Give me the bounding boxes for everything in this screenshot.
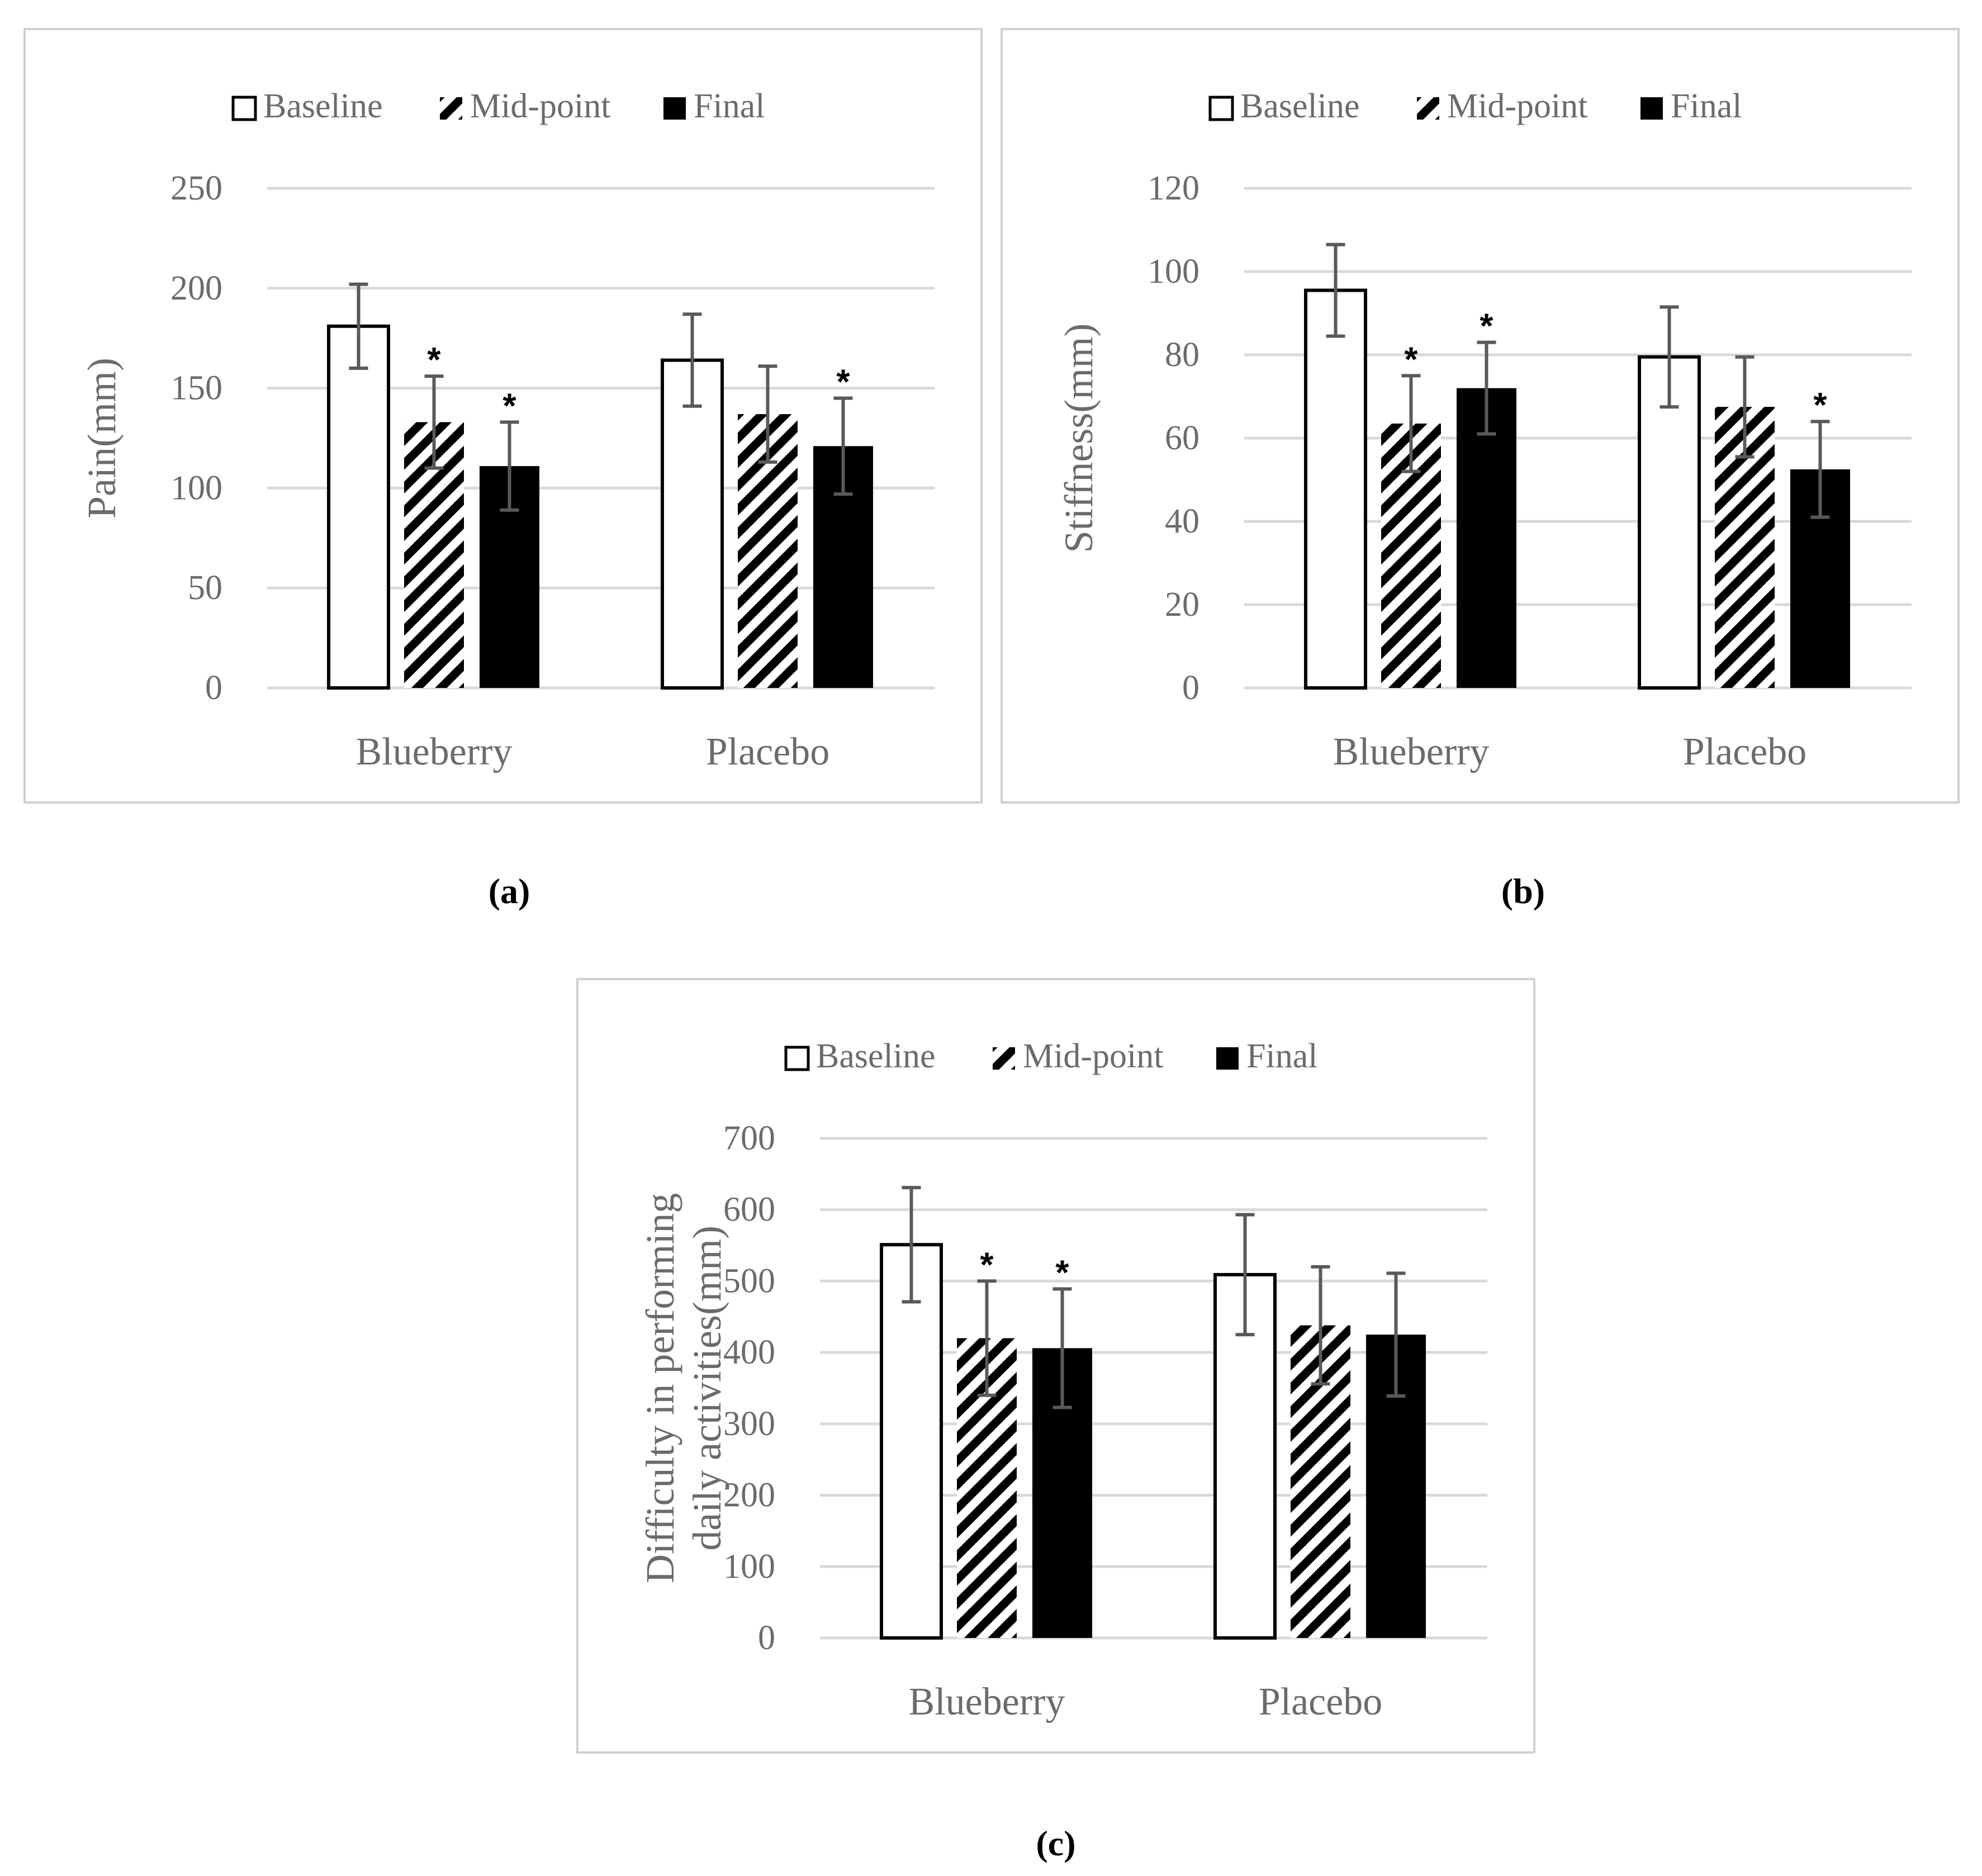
y-tick-label: 700 xyxy=(723,1119,775,1157)
y-tick-label: 500 xyxy=(723,1262,775,1300)
y-tick-label: 250 xyxy=(170,169,222,207)
series-final: * xyxy=(1032,1253,1426,1638)
legend: Baseline Mid-point Final xyxy=(1208,87,1742,125)
caption-c: (c) xyxy=(1036,1823,1076,1863)
significance-marker: * xyxy=(427,341,441,379)
series-mid-point: * xyxy=(1381,340,1775,688)
legend-item: Final xyxy=(663,87,765,125)
y-tick-label: 200 xyxy=(723,1476,775,1514)
x-category-label: Placebo xyxy=(1683,730,1807,773)
legend-item: Baseline xyxy=(231,87,383,125)
y-tick-label: 400 xyxy=(723,1333,775,1371)
legend-label: Baseline xyxy=(263,87,383,125)
y-axis-label: daily activities(mm) xyxy=(685,1226,729,1551)
series-baseline xyxy=(327,282,724,690)
legend-swatch xyxy=(440,97,462,120)
bar xyxy=(327,324,390,690)
legend-item: Mid-point xyxy=(440,87,610,125)
series-final: ** xyxy=(480,363,873,688)
legend-item: Mid-point xyxy=(993,1037,1163,1075)
x-category-label: Placebo xyxy=(706,730,830,773)
legend-label: Baseline xyxy=(816,1037,936,1075)
legend-item: Baseline xyxy=(784,1037,936,1075)
y-tick-label: 100 xyxy=(723,1547,775,1585)
x-category-label: Blueberry xyxy=(909,1680,1065,1723)
y-tick-label: 120 xyxy=(1148,169,1199,207)
legend-swatch xyxy=(1216,1047,1239,1070)
legend-swatch xyxy=(1640,97,1663,120)
bar xyxy=(1638,355,1701,690)
caption-a: (a) xyxy=(488,871,530,911)
x-category-label: Blueberry xyxy=(356,730,513,773)
series-final: ** xyxy=(1457,307,1850,688)
legend-swatch xyxy=(993,1047,1015,1070)
y-axis-label: Stiffness(mm) xyxy=(1056,324,1101,553)
legend-label: Mid-point xyxy=(470,87,610,125)
series-baseline xyxy=(880,1186,1277,1640)
legend: Baseline Mid-point Final xyxy=(231,87,765,125)
x-category-label: Blueberry xyxy=(1333,730,1490,773)
legend-item: Final xyxy=(1216,1037,1317,1075)
legend-swatch xyxy=(663,97,686,120)
y-tick-label: 20 xyxy=(1165,586,1199,624)
legend-label: Mid-point xyxy=(1023,1037,1163,1075)
legend-label: Final xyxy=(1246,1037,1317,1075)
legend-label: Final xyxy=(694,87,765,125)
significance-marker: * xyxy=(502,387,516,425)
bar xyxy=(661,358,724,690)
chart-a-svg: 0 50 100 150 200 250 Pain(mm) Blueberry Placebo *… xyxy=(79,87,935,773)
y-tick-label: 0 xyxy=(205,669,222,707)
legend-swatch xyxy=(784,1046,810,1071)
y-tick-label: 200 xyxy=(170,269,222,307)
legend-label: Final xyxy=(1671,87,1742,125)
legend-swatch xyxy=(231,96,257,121)
series-mid-point: * xyxy=(404,341,798,688)
significance-marker: * xyxy=(980,1246,994,1284)
y-tick-label: 150 xyxy=(170,369,222,407)
y-tick-label: 50 xyxy=(188,569,222,607)
bar xyxy=(880,1243,943,1640)
y-tick-label: 100 xyxy=(170,469,222,507)
significance-marker: * xyxy=(1480,307,1493,346)
y-tick-label: 100 xyxy=(1148,253,1199,291)
chart-c-svg: 0 100 200 300 400 500 600 700 Difficulty in perf… xyxy=(638,1037,1487,1723)
series-mid-point: * xyxy=(957,1246,1350,1638)
y-tick-label: 600 xyxy=(723,1191,775,1229)
chart-b-svg: 0 20 40 60 80 100 120 Stiffness(mm) Blueberry Pla… xyxy=(1056,87,1912,773)
significance-marker: * xyxy=(1404,340,1418,379)
series-baseline xyxy=(1304,243,1701,690)
bar xyxy=(1457,388,1516,688)
chart-panel-c: 0 100 200 300 400 500 600 700 Difficulty in perf… xyxy=(576,978,1535,1754)
significance-marker: * xyxy=(1055,1253,1069,1292)
legend-swatch xyxy=(1417,97,1439,120)
legend-item: Final xyxy=(1640,87,1742,125)
legend-label: Baseline xyxy=(1240,87,1360,125)
y-tick-label: 80 xyxy=(1165,336,1199,374)
significance-marker: * xyxy=(1813,386,1827,425)
x-category-label: Placebo xyxy=(1259,1680,1383,1723)
y-axis-label: Difficulty in performing xyxy=(638,1193,682,1584)
chart-panel-b: 0 20 40 60 80 100 120 Stiffness(mm) Blueberry Pla… xyxy=(1001,28,1960,804)
y-tick-label: 300 xyxy=(723,1405,775,1443)
chart-panel-a: 0 50 100 150 200 250 Pain(mm) Blueberry Placebo *… xyxy=(23,28,983,804)
y-tick-label: 0 xyxy=(1182,669,1199,707)
y-tick-label: 40 xyxy=(1165,502,1199,540)
legend-item: Baseline xyxy=(1208,87,1360,125)
legend-label: Mid-point xyxy=(1447,87,1587,125)
bar xyxy=(1304,288,1367,690)
y-axis-label: Pain(mm) xyxy=(79,358,124,519)
significance-marker: * xyxy=(836,363,850,401)
y-tick-label: 60 xyxy=(1165,419,1199,457)
caption-b: (b) xyxy=(1501,871,1545,911)
legend: Baseline Mid-point Final xyxy=(784,1037,1317,1075)
y-tick-label: 0 xyxy=(758,1619,775,1657)
legend-item: Mid-point xyxy=(1417,87,1587,125)
legend-swatch xyxy=(1208,96,1234,121)
